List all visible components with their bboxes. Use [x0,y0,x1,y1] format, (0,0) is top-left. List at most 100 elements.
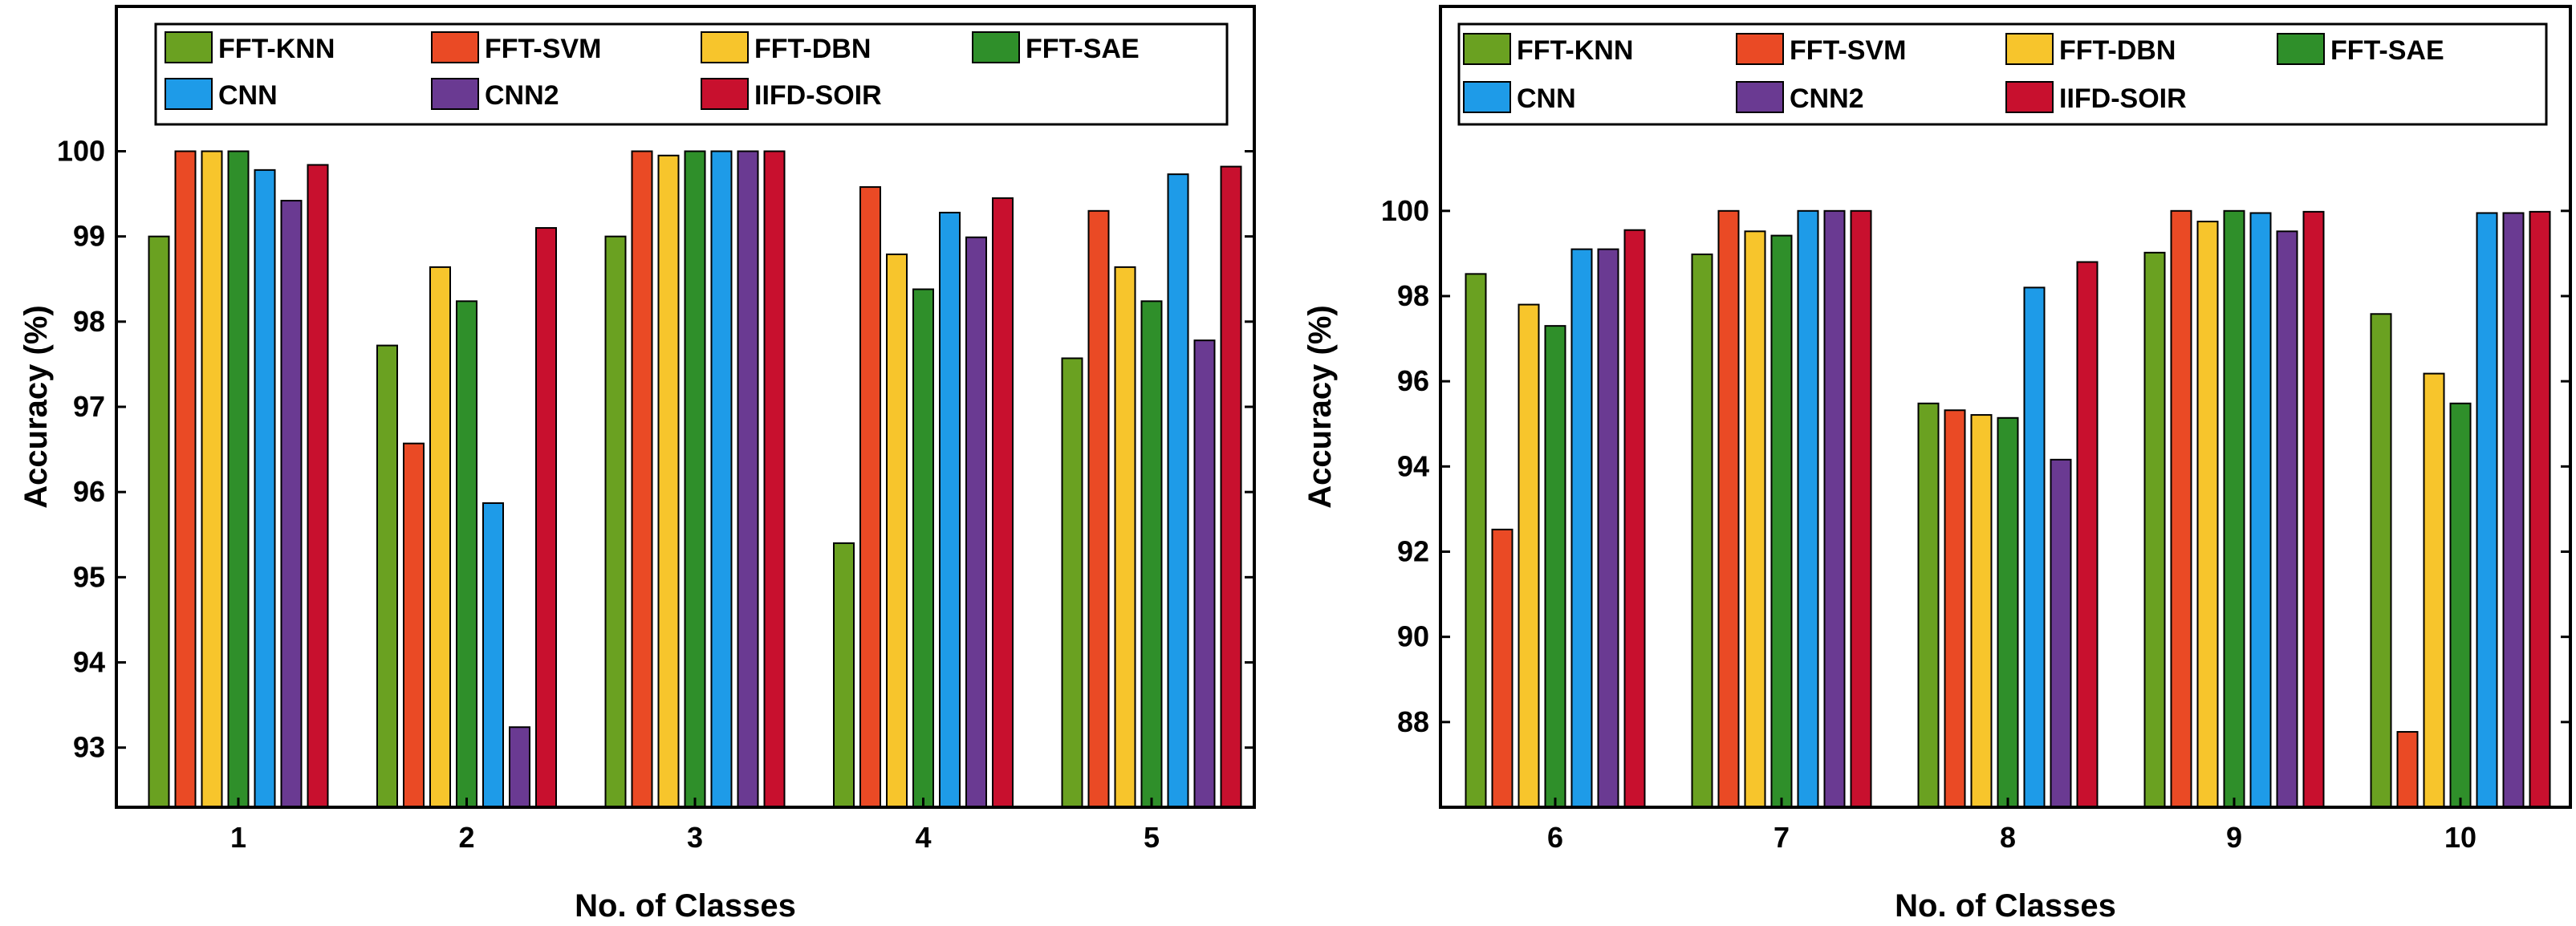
left-chart-x-tick-label-4: 4 [915,821,931,854]
right-chart-legend-label-fft-svm: FFT-SVM [1790,35,1906,66]
right-chart-y-tick-label: 100 [1381,194,1429,227]
right-chart-bar-fft-dbn-7 [1744,230,1766,808]
left-chart-bar-fft-sae-4 [912,288,934,808]
left-chart-bar-fft-sae-3 [684,150,706,808]
right-chart-bar-iifd-soir-6 [1623,229,1646,808]
left-chart-y-tick-label: 99 [73,220,105,253]
left-chart-y-axis-label: Accuracy (%) [18,305,54,508]
left-chart-bar-iifd-soir-1 [307,164,329,808]
right-chart-bar-cnn2-9 [2276,230,2298,808]
left-chart-legend-swatch-fft-svm [431,31,479,63]
left-chart-legend-swatch-cnn2 [431,78,479,110]
right-chart-legend-label-cnn: CNN [1517,83,1576,114]
right-chart-bar-fft-knn-7 [1691,253,1713,808]
left-chart-legend-swatch-fft-knn [165,31,213,63]
right-chart-bar-fft-sae-6 [1544,325,1566,808]
left-chart-x-axis-label: No. of Classes [575,888,796,924]
right-chart-x-tick-label-8: 8 [2000,821,2016,854]
left-chart-y-tick-label: 94 [73,646,105,679]
right-chart-bar-fft-svm-6 [1491,528,1514,809]
right-chart-legend-swatch-fft-svm [1736,33,1784,65]
left-chart-bar-cnn-2 [482,502,504,808]
right-chart-bar-cnn2-7 [1823,209,1846,808]
left-chart-legend-label-cnn: CNN [218,80,278,111]
left-chart-x-ticks: 1 2 3 4 5 [230,798,1160,854]
right-chart-bar-fft-knn-10 [2370,313,2392,808]
right-chart-bar-cnn-8 [2023,286,2046,808]
left-chart-bar-fft-dbn-5 [1114,266,1136,808]
right-chart-bar-fft-dbn-6 [1518,303,1540,808]
right-chart-y-tick-label: 92 [1397,534,1429,567]
left-chart-bar-cnn-5 [1167,173,1189,808]
left-chart-legend-label-fft-dbn: FFT-DBN [754,34,871,64]
right-chart-bar-fft-sae-9 [2223,209,2245,808]
right-chart-y-tick-label: 96 [1397,364,1429,397]
right-chart-bar-fft-svm-8 [1944,409,1966,808]
left-chart-legend-label-iifd-soir: IIFD-SOIR [754,80,882,111]
right-chart-bar-cnn2-8 [2050,458,2072,809]
right-chart-y-tick-label: 94 [1397,449,1429,482]
right-chart-legend-swatch-cnn [1463,81,1511,113]
right-chart-bar-fft-sae-10 [2449,402,2472,808]
right-chart-legend-label-iifd-soir: IIFD-SOIR [2059,83,2187,114]
left-chart-x-tick-label-5: 5 [1144,821,1160,854]
left-chart-bar-iifd-soir-3 [763,150,786,808]
left-chart-bar-fft-svm-2 [403,442,425,808]
right-chart-bar-iifd-soir-9 [2302,210,2325,808]
left-chart-bar-fft-svm-4 [859,186,881,808]
left-chart-bar-cnn-4 [939,211,961,809]
left-chart-x-tick-label-2: 2 [458,821,474,854]
right-chart-legend-label-cnn2: CNN2 [1790,83,1864,114]
right-chart-bar-fft-knn-8 [1917,402,1940,808]
left-chart-bar-fft-svm-1 [174,150,197,808]
left-chart-bar-cnn2-5 [1193,339,1216,808]
right-chart-bar-cnn-9 [2249,212,2272,808]
left-chart-bar-cnn2-1 [280,200,303,808]
right-chart-x-tick-label-9: 9 [2226,821,2242,854]
right-chart-x-ticks: 6 7 8 9 10 [1547,798,2476,854]
right-chart-y-tick-label: 88 [1397,705,1429,738]
left-chart-legend-swatch-iifd-soir [701,78,749,110]
right-chart-x-tick-label-6: 6 [1547,821,1563,854]
right-chart: 88 90 92 94 96 98 100 6 7 8 9 10 Accuracy (%) No. … [1302,5,2572,924]
right-chart-bar-fft-dbn-9 [2196,221,2219,808]
left-chart-legend-box [154,22,1229,126]
right-chart-y-tick-label: 98 [1397,279,1429,312]
right-chart-plot-frame [1439,5,2572,809]
left-chart-x-tick-label-3: 3 [687,821,703,854]
right-chart-bar-fft-sae-8 [1997,416,2019,808]
left-chart-legend-swatch-cnn [165,78,213,110]
right-chart-legend-swatch-fft-sae [2277,33,2325,65]
right-chart-legend-label-fft-dbn: FFT-DBN [2059,35,2176,66]
right-chart-bar-cnn2-6 [1597,248,1619,809]
right-chart-bar-cnn-10 [2476,212,2498,808]
left-chart-bar-fft-knn-3 [604,235,627,809]
left-chart-legend-swatch-fft-sae [972,31,1020,63]
left-chart-legend-label-cnn2: CNN2 [485,80,559,111]
right-chart-bar-fft-svm-7 [1717,209,1740,808]
right-chart-bar-iifd-soir-7 [1850,209,1872,808]
left-chart-bar-fft-sae-2 [456,300,477,808]
left-chart-legend-label-fft-svm: FFT-SVM [485,34,601,64]
left-chart-legend-swatch-fft-dbn [701,31,749,63]
left-chart-bar-fft-knn-4 [833,542,855,808]
left-chart-bars [148,150,1242,809]
left-chart-bar-iifd-soir-4 [992,197,1014,808]
left-chart-plot-frame [115,5,1256,809]
left-chart-y-tick-label: 100 [57,134,105,167]
right-chart-bar-cnn-7 [1797,209,1819,808]
left-chart-bar-fft-sae-5 [1140,300,1163,808]
left-chart-x-tick-label-1: 1 [230,821,246,854]
right-chart-bar-fft-svm-9 [2170,209,2192,808]
right-chart-x-tick-label-7: 7 [1774,821,1790,854]
right-chart-bar-cnn-6 [1570,248,1593,809]
right-chart-x-tick-label-10: 10 [2444,821,2476,854]
right-chart-bar-fft-sae-7 [1770,234,1793,808]
right-chart-bar-cnn2-10 [2502,212,2525,808]
left-chart-bar-fft-svm-5 [1087,209,1110,808]
left-chart-bar-iifd-soir-5 [1220,165,1242,809]
left-chart-bar-cnn-3 [710,150,733,808]
right-chart-legend-box [1457,22,2548,126]
right-chart-bar-fft-svm-10 [2396,731,2419,809]
